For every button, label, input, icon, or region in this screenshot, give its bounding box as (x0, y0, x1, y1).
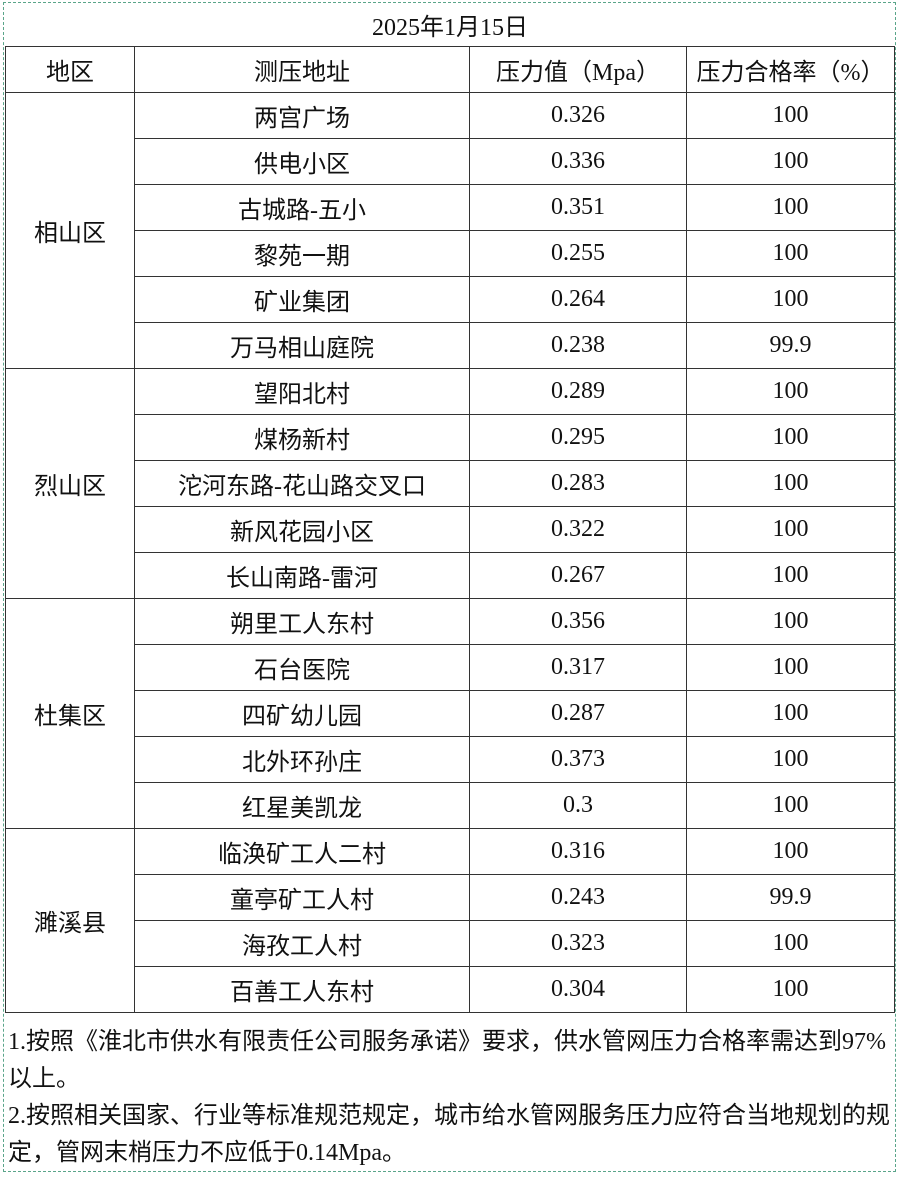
rate-cell: 100 (686, 506, 895, 553)
table-row: 沱河东路-花山路交叉口 0.283 100 (6, 460, 895, 507)
rate-cell: 99.9 (686, 874, 895, 921)
table-row: 长山南路-雷河 0.267 100 (6, 552, 895, 599)
address-cell: 万马相山庭院 (134, 322, 470, 369)
table-row: 矿业集团 0.264 100 (6, 276, 895, 323)
rate-cell: 99.9 (686, 322, 895, 369)
address-cell: 新风花园小区 (134, 506, 470, 553)
table-row: 供电小区 0.336 100 (6, 138, 895, 185)
table-row: 童亭矿工人村 0.243 99.9 (6, 874, 895, 921)
pressure-cell: 0.238 (469, 322, 687, 369)
address-cell: 童亭矿工人村 (134, 874, 470, 921)
address-cell: 临涣矿工人二村 (134, 828, 470, 875)
pressure-cell: 0.289 (469, 368, 687, 415)
pressure-cell: 0.323 (469, 920, 687, 967)
rate-cell: 100 (686, 184, 895, 231)
address-cell: 长山南路-雷河 (134, 552, 470, 599)
pressure-cell: 0.351 (469, 184, 687, 231)
region-cell: 濉溪县 (5, 828, 135, 1013)
rate-cell: 100 (686, 368, 895, 415)
table-row: 北外环孙庄 0.373 100 (6, 736, 895, 783)
table-row: 烈山区 望阳北村 0.289 100 (5, 368, 895, 599)
pressure-cell: 0.336 (469, 138, 687, 185)
table-row: 百善工人东村 0.304 100 (6, 966, 895, 1013)
pressure-cell: 0.3 (469, 782, 687, 829)
table-row: 濉溪县 临涣矿工人二村 0.316 100 (5, 828, 895, 1013)
rate-cell: 100 (686, 138, 895, 185)
pressure-cell: 0.317 (469, 644, 687, 691)
header-address: 测压地址 (134, 46, 470, 93)
rate-cell: 100 (686, 920, 895, 967)
address-cell: 两宫广场 (134, 92, 470, 139)
address-cell: 朔里工人东村 (134, 598, 470, 645)
rate-cell: 100 (686, 230, 895, 277)
region-cell: 杜集区 (5, 598, 135, 829)
header-rate: 压力合格率（%） (686, 46, 895, 93)
pressure-cell: 0.264 (469, 276, 687, 323)
address-cell: 煤杨新村 (134, 414, 470, 461)
rate-cell: 100 (686, 460, 895, 507)
address-cell: 望阳北村 (134, 368, 470, 415)
header-pressure: 压力值（Mpa） (469, 46, 687, 93)
header-row: 地区 测压地址 压力值（Mpa） 压力合格率（%） (5, 46, 895, 93)
table-row: 石台医院 0.317 100 (6, 644, 895, 691)
address-cell: 石台医院 (134, 644, 470, 691)
pressure-cell: 0.283 (469, 460, 687, 507)
pressure-cell: 0.316 (469, 828, 687, 875)
rate-cell: 100 (686, 414, 895, 461)
table-row: 四矿幼儿园 0.287 100 (6, 690, 895, 737)
address-cell: 古城路-五小 (134, 184, 470, 231)
table-row: 万马相山庭院 0.238 99.9 (6, 322, 895, 369)
address-cell: 百善工人东村 (134, 966, 470, 1013)
address-cell: 沱河东路-花山路交叉口 (134, 460, 470, 507)
rate-cell: 100 (686, 782, 895, 829)
table-row: 相山区 两宫广场 0.326 100 (5, 92, 895, 369)
pressure-cell: 0.322 (469, 506, 687, 553)
region-cell: 烈山区 (5, 368, 135, 599)
rate-cell: 100 (686, 598, 895, 645)
address-cell: 北外环孙庄 (134, 736, 470, 783)
pressure-cell: 0.267 (469, 552, 687, 599)
pressure-cell: 0.373 (469, 736, 687, 783)
pressure-table: 2025年1月15日 地区 测压地址 压力值（Mpa） 压力合格率（%） 相山区… (5, 2, 895, 1013)
pressure-cell: 0.287 (469, 690, 687, 737)
address-cell: 红星美凯龙 (134, 782, 470, 829)
rate-cell: 100 (686, 736, 895, 783)
table-row: 古城路-五小 0.351 100 (6, 184, 895, 231)
rate-cell: 100 (686, 644, 895, 691)
rate-cell: 100 (686, 828, 895, 875)
table-row: 新风花园小区 0.322 100 (6, 506, 895, 553)
pressure-cell: 0.243 (469, 874, 687, 921)
title-row: 2025年1月15日 (5, 2, 895, 47)
rate-cell: 100 (686, 276, 895, 323)
address-cell: 矿业集团 (134, 276, 470, 323)
rate-cell: 100 (686, 92, 895, 139)
pressure-cell: 0.255 (469, 230, 687, 277)
note-2: 2.按照相关国家、行业等标准规范规定，城市给水管网服务压力应符合当地规划的规定，… (8, 1103, 890, 1166)
header-region: 地区 (5, 46, 135, 93)
address-cell: 四矿幼儿园 (134, 690, 470, 737)
pressure-cell: 0.356 (469, 598, 687, 645)
pressure-cell: 0.304 (469, 966, 687, 1013)
rate-cell: 100 (686, 552, 895, 599)
address-cell: 供电小区 (134, 138, 470, 185)
table-row: 煤杨新村 0.295 100 (6, 414, 895, 461)
table-title: 2025年1月15日 (5, 2, 895, 47)
notes: 1.按照《淮北市供水有限责任公司服务承诺》要求，供水管网压力合格率需达到97%以… (8, 1024, 892, 1172)
table-row: 黎苑一期 0.255 100 (6, 230, 895, 277)
region-cell: 相山区 (5, 92, 135, 369)
rate-cell: 100 (686, 690, 895, 737)
rate-cell: 100 (686, 966, 895, 1013)
address-cell: 黎苑一期 (134, 230, 470, 277)
pressure-cell: 0.326 (469, 92, 687, 139)
pressure-cell: 0.295 (469, 414, 687, 461)
table-row: 红星美凯龙 0.3 100 (6, 782, 895, 829)
note-1: 1.按照《淮北市供水有限责任公司服务承诺》要求，供水管网压力合格率需达到97%以… (8, 1029, 886, 1092)
address-cell: 海孜工人村 (134, 920, 470, 967)
table-row: 杜集区 朔里工人东村 0.356 100 (5, 598, 895, 829)
table-row: 海孜工人村 0.323 100 (6, 920, 895, 967)
